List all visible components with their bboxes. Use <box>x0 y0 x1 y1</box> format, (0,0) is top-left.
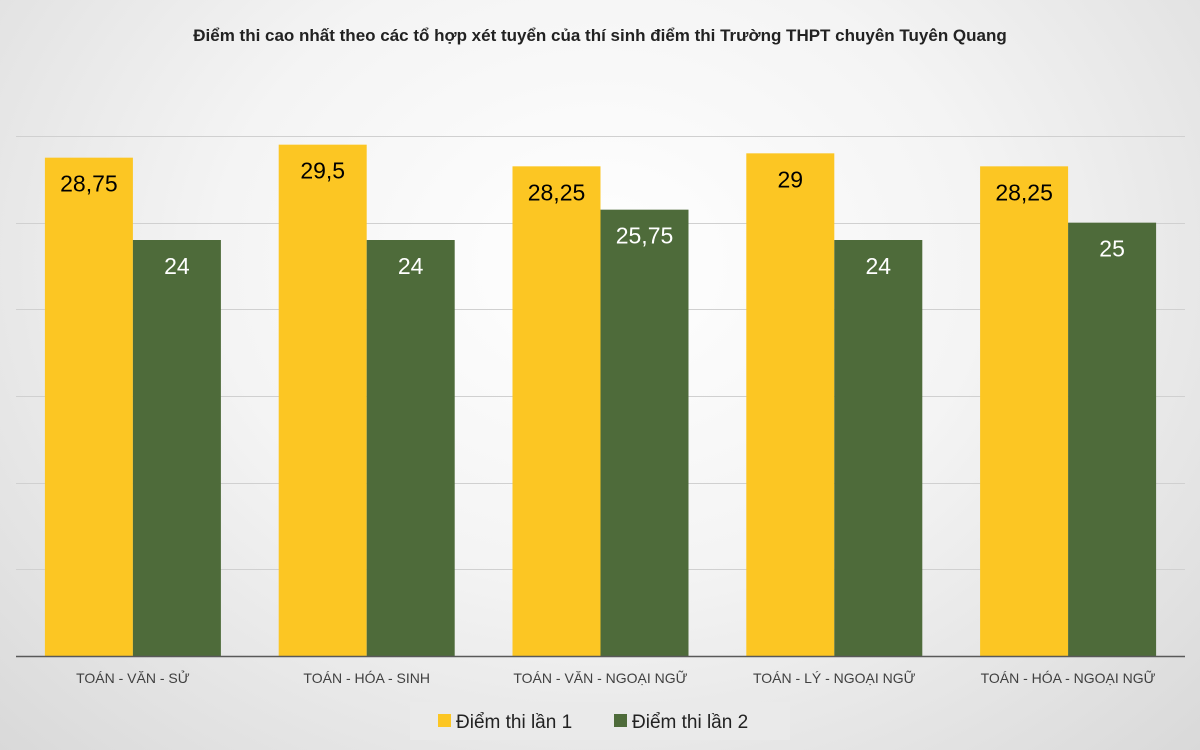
legend-background <box>410 702 790 740</box>
legend-label: Điểm thi lần 1 <box>456 712 572 733</box>
bar <box>366 240 455 656</box>
bar <box>600 209 689 656</box>
bar <box>1068 222 1157 656</box>
category-label: TOÁN - HÓA - NGOẠI NGỮ <box>981 670 1156 686</box>
category-label: TOÁN - LÝ - NGOẠI NGỮ <box>753 670 916 686</box>
data-label: 25,75 <box>616 223 674 249</box>
data-label: 29,5 <box>300 158 345 184</box>
data-label: 24 <box>164 253 190 279</box>
chart-title: Điểm thi cao nhất theo các tổ hợp xét tu… <box>193 26 1007 45</box>
data-label: 28,75 <box>60 171 118 197</box>
data-label: 28,25 <box>995 179 1053 205</box>
category-labels: TOÁN - VĂN - SỬ TOÁN - HÓA - SINH TOÁN - V… <box>76 669 1156 686</box>
data-labels: 28,75 24 29,5 24 28,25 25,75 29 24 28,25 25 <box>60 158 1125 279</box>
data-label: 24 <box>866 253 892 279</box>
category-label: TOÁN - HÓA - SINH <box>303 670 430 686</box>
legend-swatch <box>438 714 451 727</box>
bar <box>512 166 601 657</box>
data-label: 29 <box>778 166 804 192</box>
category-label: TOÁN - VĂN - NGOẠI NGỮ <box>513 670 687 686</box>
data-label: 24 <box>398 253 424 279</box>
data-label: 25 <box>1099 236 1125 262</box>
bar <box>44 157 133 656</box>
bar <box>132 240 221 656</box>
data-label: 28,25 <box>528 179 586 205</box>
category-label: TOÁN - VĂN - SỬ <box>76 669 190 686</box>
legend-label: Điểm thi lần 2 <box>632 712 748 733</box>
bar <box>746 153 835 657</box>
bars <box>44 144 1157 657</box>
bar <box>980 166 1069 657</box>
legend-swatch <box>614 714 627 727</box>
bar <box>834 240 923 656</box>
legend: Điểm thi lần 1 Điểm thi lần 2 <box>410 702 790 740</box>
bar <box>278 144 367 656</box>
